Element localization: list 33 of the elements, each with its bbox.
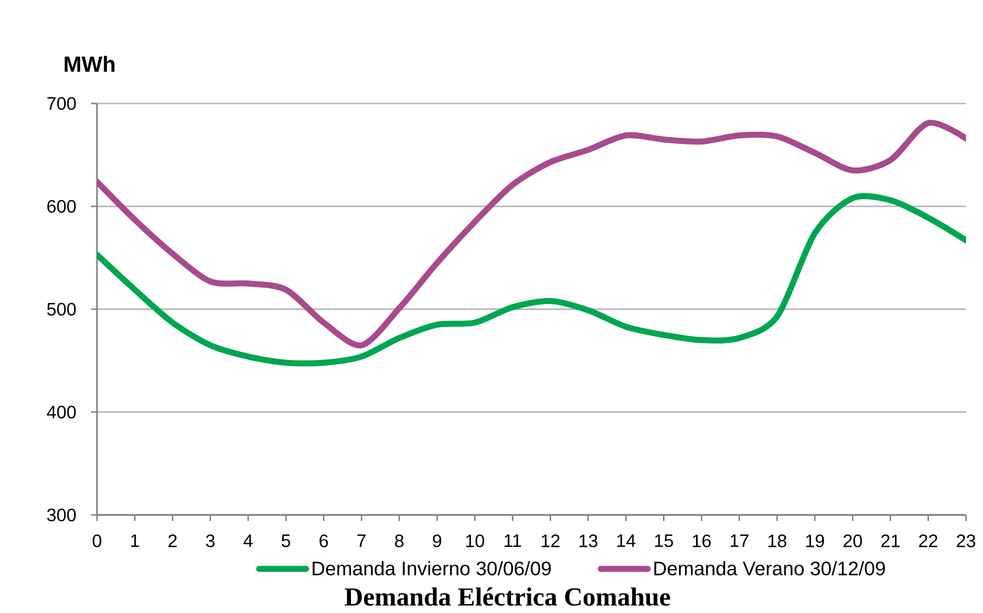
x-tick-label: 19 xyxy=(806,534,824,548)
x-tick-label: 12 xyxy=(542,534,560,548)
x-tick-label: 11 xyxy=(504,534,522,547)
y-tick-label: 400 xyxy=(46,406,76,418)
x-tick-label: 2 xyxy=(168,534,177,548)
x-tick-label: 5 xyxy=(282,534,290,548)
text: Demanda Eléctrica Comahue xyxy=(344,587,670,606)
x-tick-label: 7 xyxy=(357,534,366,547)
x-tick-label: 9 xyxy=(432,534,442,548)
y-axis-title: MWh xyxy=(64,56,114,72)
y-tick-label: 700 xyxy=(47,97,76,110)
x-tick-label: 4 xyxy=(244,534,253,547)
x-tick-label: 22 xyxy=(919,534,938,548)
x-tick-label: 20 xyxy=(844,534,862,548)
x-tick-label: 1 xyxy=(131,534,139,547)
y-tick-label: 600 xyxy=(47,200,76,213)
x-tick-label: 3 xyxy=(206,534,215,548)
x-tick-label: 0 xyxy=(92,534,102,548)
x-tick-label: 23 xyxy=(956,534,976,548)
legend-label: Demanda Verano 30/12/09 xyxy=(654,561,885,576)
x-tick-label: 10 xyxy=(466,534,484,548)
x-tick-label: 15 xyxy=(655,534,673,548)
x-tick-label: 21 xyxy=(881,534,900,548)
y-tick-label: 500 xyxy=(47,302,76,316)
legend-label: Demanda Invierno 30/06/09 xyxy=(312,561,551,576)
x-tick-label: 8 xyxy=(395,534,404,548)
x-tick-label: 18 xyxy=(768,534,786,548)
x-tick-label: 6 xyxy=(320,534,328,548)
x-tick-label: 14 xyxy=(617,534,636,547)
x-tick-label: 16 xyxy=(692,534,711,548)
x-tick-label: 17 xyxy=(730,534,748,547)
x-tick-label: 13 xyxy=(580,534,598,548)
y-tick-label: 300 xyxy=(47,508,76,522)
